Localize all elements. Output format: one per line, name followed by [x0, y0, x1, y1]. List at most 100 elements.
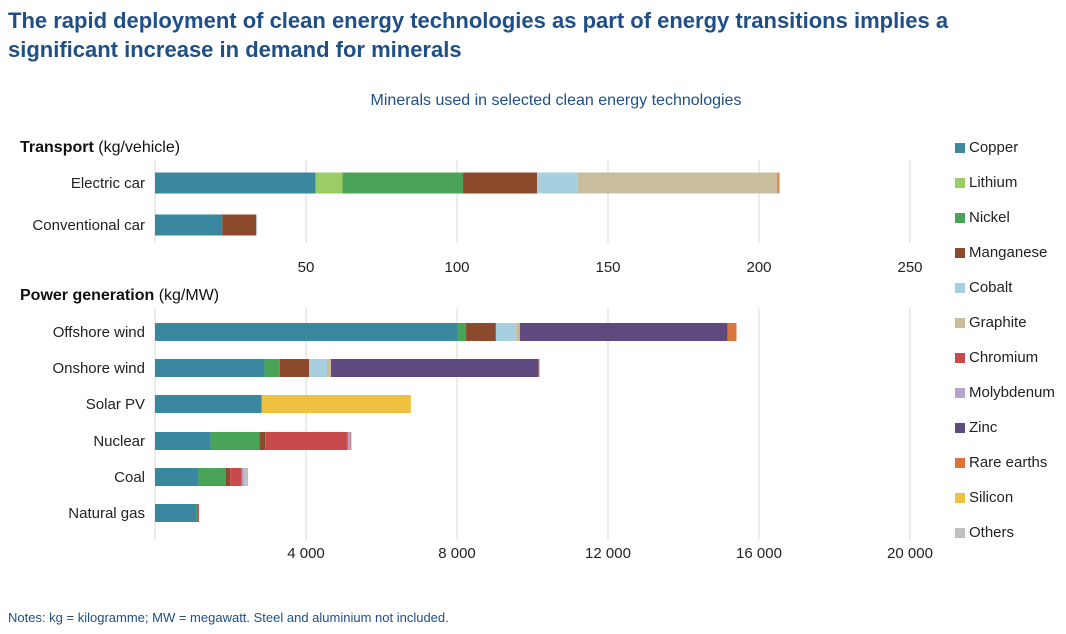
legend-item-silicon: Silicon	[955, 480, 1055, 515]
legend-swatch	[955, 177, 965, 188]
chart-title: Minerals used in selected clean energy t…	[370, 92, 742, 109]
bar-segment-nuclear-nickel	[210, 432, 260, 450]
power-generation-tick-label: 20 000	[887, 545, 933, 562]
legend-swatch	[955, 247, 965, 258]
legend-label: Chromium	[969, 349, 1039, 366]
legend-swatch	[955, 142, 965, 153]
power-generation-panel-unit: (kg/MW)	[154, 287, 219, 304]
category-label-offshore-wind: Offshore wind	[53, 324, 145, 341]
bar-segment-offshore-wind-rare-earths	[727, 323, 737, 341]
legend-item-zinc: Zinc	[955, 410, 1055, 445]
bar-segment-electric-car-graphite	[577, 172, 778, 194]
legend-item-copper: Copper	[955, 130, 1055, 165]
bar-segment-nuclear-chromium	[265, 432, 348, 450]
power-generation-panel-header: Power generation (kg/MW)	[20, 287, 219, 304]
bar-segment-conventional-car-others	[256, 214, 258, 236]
bar-segment-conventional-car-manganese	[222, 214, 257, 236]
bar-segment-offshore-wind-graphite	[515, 323, 520, 341]
bar-segment-electric-car-copper	[155, 172, 316, 194]
bar-segment-onshore-wind-graphite	[326, 359, 332, 377]
power-generation-tick-label: 8 000	[438, 545, 476, 562]
bar-segment-electric-car-nickel	[342, 172, 464, 194]
bar-segment-nuclear-molybdenum	[347, 432, 351, 450]
chart-legend: Copper Lithium Nickel Manganese Cobalt Graphi…	[955, 130, 1055, 550]
power-generation-panel-name: Power generation	[20, 287, 154, 304]
bar-segment-coal-nickel	[198, 468, 226, 486]
legend-label: Cobalt	[969, 279, 1013, 296]
category-label-nuclear: Nuclear	[93, 433, 145, 450]
bar-segment-electric-car-others	[778, 172, 780, 194]
legend-item-manganese: Manganese	[955, 235, 1055, 270]
bar-segment-coal-molybdenum	[241, 468, 245, 486]
legend-item-chromium: Chromium	[955, 340, 1055, 375]
legend-label: Lithium	[969, 174, 1018, 191]
power-generation-tick-label: 16 000	[736, 545, 782, 562]
power-generation-tick-label: 12 000	[585, 545, 631, 562]
legend-item-others: Others	[955, 515, 1055, 550]
legend-label: Others	[969, 524, 1015, 541]
legend-label: Rare earths	[969, 454, 1048, 471]
legend-item-nickel: Nickel	[955, 200, 1055, 235]
bar-segment-offshore-wind-nickel	[457, 323, 467, 341]
bar-segment-onshore-wind-zinc	[331, 359, 539, 377]
legend-swatch	[955, 457, 965, 468]
category-label-onshore-wind: Onshore wind	[52, 360, 145, 377]
legend-label: Zinc	[969, 419, 998, 436]
bar-segment-natural-gas-copper	[155, 504, 197, 522]
category-label-electric-car: Electric car	[71, 175, 145, 192]
bar-segment-onshore-wind-nickel	[264, 359, 280, 377]
transport-tick-label: 50	[298, 259, 315, 276]
transport-tick-label: 150	[595, 259, 620, 276]
category-label-natural-gas: Natural gas	[68, 505, 145, 522]
legend-swatch	[955, 527, 965, 538]
bar-segment-natural-gas-chromium	[197, 504, 199, 522]
legend-item-lithium: Lithium	[955, 165, 1055, 200]
bar-segment-onshore-wind-cobalt	[309, 359, 327, 377]
legend-label: Silicon	[969, 489, 1014, 506]
power-generation-tick-label: 4 000	[287, 545, 325, 562]
transport-panel-unit: (kg/vehicle)	[94, 139, 180, 156]
legend-item-molybdenum: Molybdenum	[955, 375, 1055, 410]
legend-swatch	[955, 317, 965, 328]
bar-segment-coal-others	[244, 468, 249, 486]
category-label-coal: Coal	[114, 469, 145, 486]
chart: Transport (kg/vehicle) 50 100 150 200 250 Elec…	[20, 139, 933, 562]
legend-item-graphite: Graphite	[955, 305, 1055, 340]
bar-segment-nuclear-manganese	[259, 432, 266, 450]
legend-swatch	[955, 387, 965, 398]
transport-tick-label: 100	[444, 259, 469, 276]
legend-label: Molybdenum	[969, 384, 1055, 401]
bar-segment-offshore-wind-manganese	[466, 323, 496, 341]
bar-segment-offshore-wind-zinc	[519, 323, 728, 341]
page-title: The rapid deployment of clean energy tec…	[8, 8, 949, 62]
legend-swatch	[955, 492, 965, 503]
bar-segment-onshore-wind-rare-earths	[538, 359, 540, 377]
transport-panel-name: Transport	[20, 139, 94, 156]
bar-segment-electric-car-lithium	[315, 172, 343, 194]
legend-item-rare-earths: Rare earths	[955, 445, 1055, 480]
category-label-conventional-car: Conventional car	[32, 217, 145, 234]
bar-segment-offshore-wind-copper	[155, 323, 457, 341]
chart-note: Notes: kg = kilogramme; MW = megawatt. S…	[8, 610, 449, 625]
legend-swatch	[955, 282, 965, 293]
bar-segment-solar-pv-copper	[155, 395, 262, 413]
bar-segment-coal-copper	[155, 468, 199, 486]
legend-swatch	[955, 212, 965, 223]
bar-segment-natural-gas-nickel	[196, 504, 198, 522]
legend-swatch	[955, 352, 965, 363]
bar-segment-coal-manganese	[225, 468, 231, 486]
bar-segment-electric-car-rare-earths	[777, 172, 779, 194]
transport-tick-label: 200	[746, 259, 771, 276]
bar-segment-electric-car-cobalt	[537, 172, 578, 194]
transport-panel-header: Transport (kg/vehicle)	[20, 139, 180, 156]
legend-label: Copper	[969, 139, 1019, 156]
legend-label: Manganese	[969, 244, 1048, 261]
legend-swatch	[955, 422, 965, 433]
bar-segment-offshore-wind-cobalt	[495, 323, 516, 341]
bar-segment-electric-car-manganese	[463, 172, 538, 194]
bar-segment-nuclear-rare-earths	[350, 432, 352, 450]
bar-segment-solar-pv-silicon	[261, 395, 411, 413]
bar-segment-onshore-wind-manganese	[279, 359, 310, 377]
legend-label: Nickel	[969, 209, 1010, 226]
bar-segment-conventional-car-copper	[155, 214, 223, 236]
